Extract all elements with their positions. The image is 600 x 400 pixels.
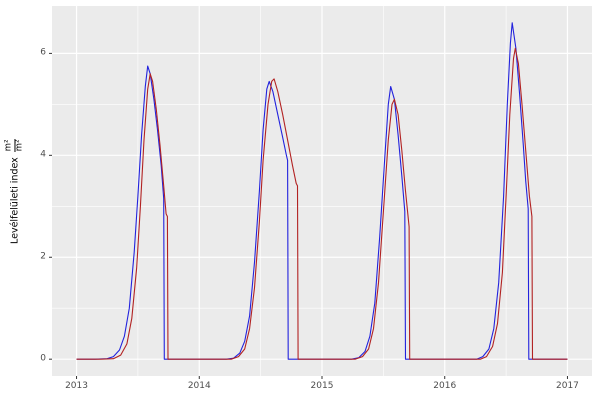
series-red-line <box>76 47 568 360</box>
y-tick-label: 0 <box>40 353 46 364</box>
fraction-denominator: m² <box>14 139 25 151</box>
y-axis-label-text: Levélfelületi index <box>9 156 21 244</box>
series-blue-line <box>76 22 568 360</box>
y-axis-unit-fraction: m² m² <box>4 138 26 152</box>
y-tick-label: 6 <box>40 47 46 58</box>
y-axis-label: Levélfelületi index m² m² <box>2 6 28 376</box>
y-tick-label: 4 <box>40 149 46 160</box>
x-tick-label: 2013 <box>65 381 88 391</box>
y-tick-label: 2 <box>40 251 46 262</box>
x-tick-label: 2014 <box>187 381 211 391</box>
x-tick-label: 2016 <box>433 381 457 391</box>
x-tick-label: 2017 <box>556 381 579 391</box>
x-tick-label: 2015 <box>310 381 334 391</box>
